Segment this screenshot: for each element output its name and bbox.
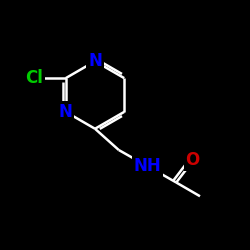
Text: NH: NH (134, 157, 162, 175)
Text: N: N (59, 103, 73, 121)
Text: O: O (186, 151, 200, 169)
Text: Cl: Cl (26, 69, 44, 87)
Text: N: N (88, 52, 102, 70)
